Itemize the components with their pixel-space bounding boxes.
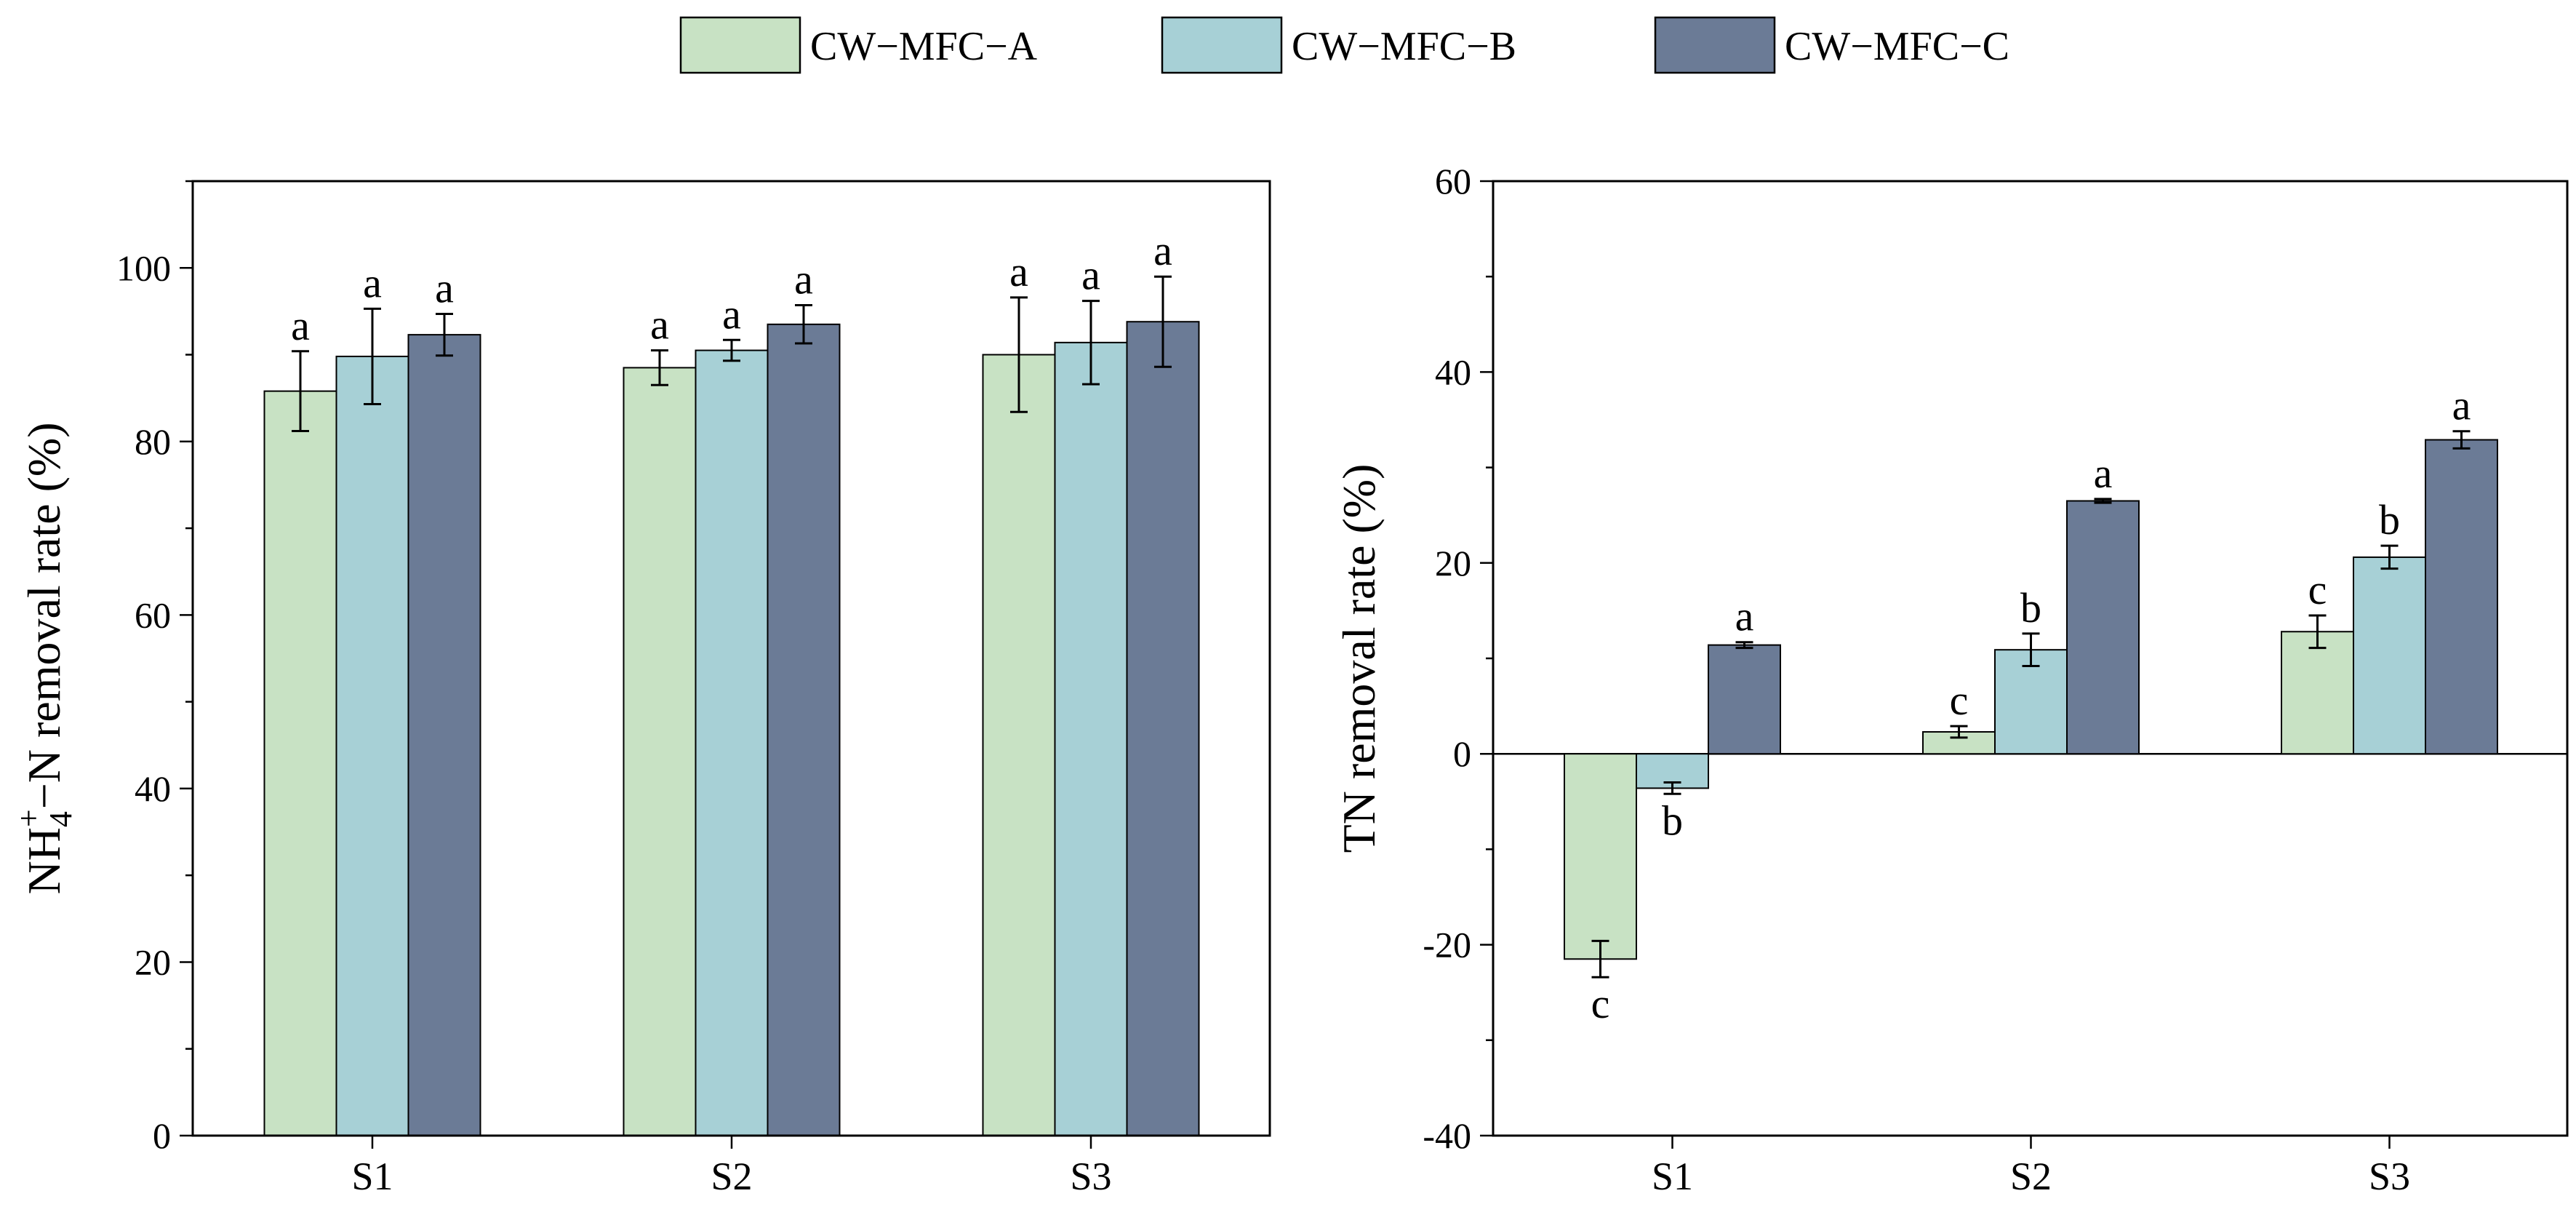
- bar-s3-c: [1126, 321, 1200, 1137]
- bar-s1-c: [407, 334, 481, 1137]
- bar-s3-b: [1054, 341, 1128, 1136]
- significance-label-s3-a: c: [2308, 566, 2327, 613]
- plot-frame: [191, 180, 1271, 1137]
- y-axis-title-tn: TN removal rate (%): [1333, 464, 1385, 853]
- bar-s2-b: [1994, 649, 2068, 755]
- x-tick-label-s2: S2: [711, 1155, 752, 1198]
- significance-label-s1-a: a: [291, 302, 310, 349]
- plot-frame: [1492, 180, 2569, 1137]
- significance-label-s1-b: b: [1662, 797, 1683, 844]
- significance-label-s3-b: a: [1081, 252, 1100, 299]
- x-tick-label-s1: S1: [1652, 1155, 1693, 1198]
- significance-label-s1-c: a: [1735, 593, 1754, 640]
- bar-s1-c: [1708, 644, 1781, 755]
- legend-swatch-b: [1161, 16, 1283, 74]
- y-tick-label: 100: [116, 247, 171, 288]
- y-tick-label: 60: [135, 594, 171, 635]
- legend-label-a: CW−MFC−A: [810, 24, 1038, 69]
- y-tick-label: -40: [1423, 1115, 1471, 1156]
- significance-label-s2-c: a: [2094, 450, 2113, 497]
- y-tick-label: -20: [1423, 925, 1471, 965]
- bar-s3-a: [2281, 631, 2354, 755]
- y-tick-label: 20: [135, 941, 171, 982]
- y-tick-label: 0: [1453, 733, 1471, 774]
- significance-label-s1-a: c: [1591, 980, 1610, 1027]
- y-axis-title-nh4: NH4+−N removal rate (%): [11, 422, 79, 894]
- significance-label-s2-b: b: [2020, 584, 2041, 631]
- y-tick-label: 40: [135, 768, 171, 809]
- y-tick-label: 60: [1435, 161, 1471, 202]
- legend: CW−MFC−A CW−MFC−B CW−MFC−C: [679, 16, 2009, 74]
- significance-label-s2-a: a: [650, 301, 669, 348]
- x-tick-label-s2: S2: [2010, 1155, 2052, 1198]
- y-tick-label: 20: [1435, 543, 1471, 583]
- significance-label-s2-a: c: [1950, 677, 1969, 724]
- y-tick-label: 80: [135, 421, 171, 462]
- significance-label-s3-c: a: [2452, 382, 2471, 429]
- bar-s2-a: [623, 367, 697, 1136]
- bar-s3-b: [2353, 556, 2426, 755]
- bar-s1-b: [335, 355, 409, 1136]
- y-tick-label: 40: [1435, 351, 1471, 392]
- legend-swatch-a: [679, 16, 801, 74]
- bar-s3-a: [982, 354, 1056, 1137]
- significance-label-s2-c: a: [794, 256, 813, 303]
- significance-label-s3-b: b: [2379, 496, 2400, 543]
- bar-s2-c: [2066, 500, 2140, 755]
- y-tick-label: 0: [153, 1115, 171, 1156]
- significance-label-s1-c: a: [435, 264, 454, 311]
- x-tick-label-s3: S3: [1070, 1155, 1111, 1198]
- x-tick-label-s1: S1: [351, 1155, 393, 1198]
- significance-label-s3-a: a: [1009, 248, 1028, 295]
- panel-tn-removal: -40 -20 0 20 40 60 S1 c b a S2 c b a S3 c b a: [1423, 161, 2569, 1198]
- panel-nh4-removal: 0 20 40 60 80 100 S1 a a a S2 a a a S3 a a a: [116, 180, 1271, 1198]
- significance-label-s3-c: a: [1153, 227, 1172, 274]
- significance-label-s1-b: a: [363, 259, 382, 306]
- bar-s3-c: [2425, 439, 2498, 755]
- bar-s1-a: [1564, 753, 1637, 960]
- x-tick-label-s3: S3: [2369, 1155, 2410, 1198]
- legend-label-b: CW−MFC−B: [1292, 24, 1516, 69]
- bar-s2-c: [767, 323, 841, 1136]
- legend-swatch-c: [1654, 16, 1776, 74]
- bar-s1-a: [263, 390, 337, 1136]
- bar-s2-b: [695, 349, 769, 1137]
- legend-label-c: CW−MFC−C: [1785, 24, 2009, 69]
- significance-label-s2-b: a: [722, 290, 741, 338]
